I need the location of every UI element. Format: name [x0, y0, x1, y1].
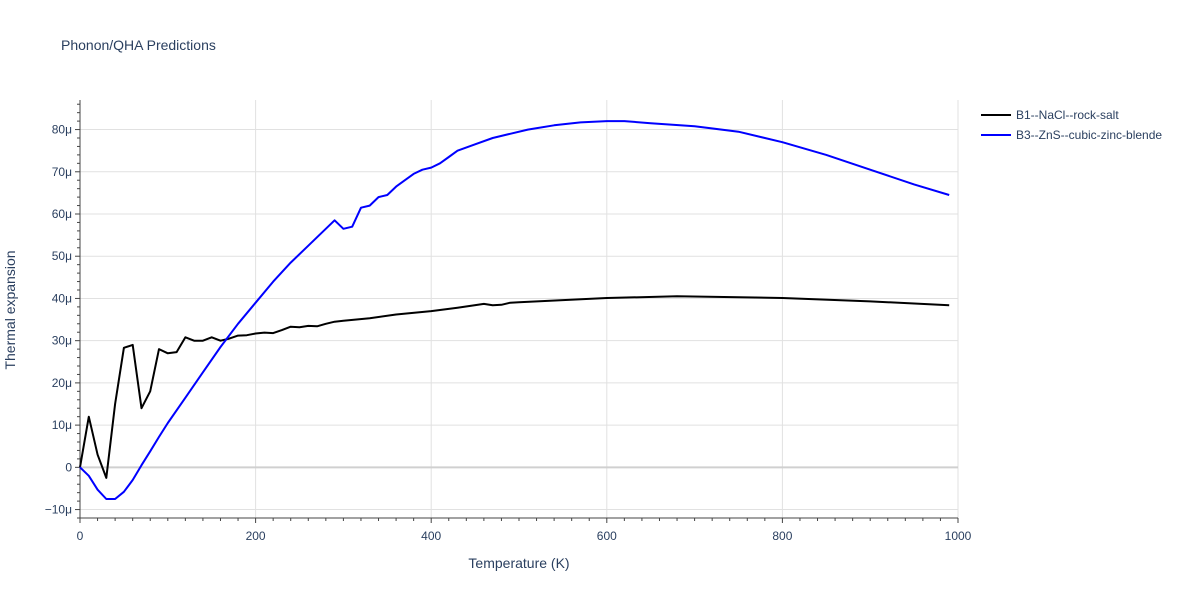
y-tick-label: 10μ — [52, 418, 72, 432]
tick-labels: 0 200 400 600 800 1000 −10μ 0 10μ 20μ 30μ 40μ 50μ 60μ… — [45, 123, 972, 543]
y-tick-label: 30μ — [52, 334, 72, 348]
series-line-1 — [79, 120, 950, 500]
y-tick-label: 40μ — [52, 291, 72, 305]
y-tick-label: 60μ — [52, 207, 72, 221]
x-tick-label: 400 — [421, 529, 441, 543]
x-tick-label: 1000 — [945, 529, 972, 543]
plot-area — [79, 120, 950, 500]
x-axis-title: Temperature (K) — [468, 555, 569, 571]
x-tick-label: 600 — [597, 529, 617, 543]
y-tick-label: −10μ — [45, 503, 72, 517]
y-tick-label: 70μ — [52, 165, 72, 179]
legend[interactable]: B1--NaCl--rock-salt B3--ZnS--cubic-zinc-b… — [981, 108, 1162, 142]
legend-label-1[interactable]: B3--ZnS--cubic-zinc-blende — [1016, 128, 1162, 142]
y-tick-label: 80μ — [52, 123, 72, 137]
chart-title: Phonon/QHA Predictions — [61, 37, 216, 53]
series-line-0 — [79, 295, 950, 479]
y-tick-label: 0 — [65, 460, 72, 474]
axes — [75, 100, 959, 523]
y-axis-title: Thermal expansion — [2, 250, 18, 369]
legend-label-0[interactable]: B1--NaCl--rock-salt — [1016, 108, 1119, 122]
y-tick-label: 20μ — [52, 376, 72, 390]
grid-lines — [80, 100, 959, 518]
x-tick-label: 800 — [772, 529, 792, 543]
x-tick-label: 0 — [77, 529, 84, 543]
y-tick-label: 50μ — [52, 249, 72, 263]
x-tick-label: 200 — [246, 529, 266, 543]
